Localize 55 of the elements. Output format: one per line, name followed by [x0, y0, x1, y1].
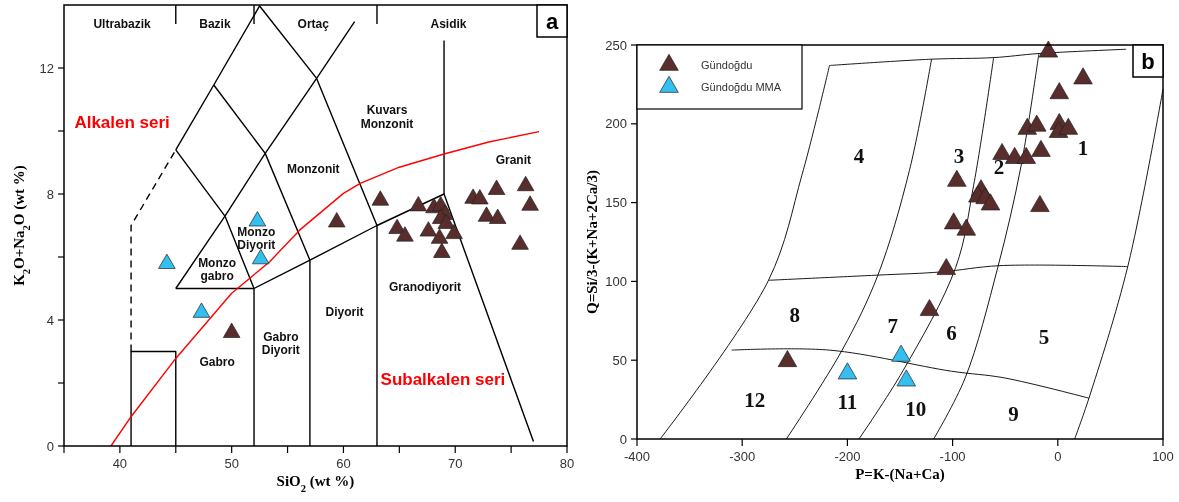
y-tick-label: 100 [605, 273, 627, 289]
y-tick-label: 0 [46, 438, 54, 454]
annotation: Gabro [199, 354, 235, 369]
x-tick-label: -300 [729, 449, 756, 464]
x-axis-title: P=K-(Na+Ca) [855, 466, 945, 483]
y-tick-label: 200 [605, 116, 627, 132]
annotation: Granodiyorit [389, 280, 462, 295]
annotation: 4 [853, 144, 865, 169]
y-axis-title: Q=Si/3-(K+Na+2Ca/3) [584, 170, 601, 314]
legend-label: Gündoğdu [701, 59, 753, 71]
x-tick-label: 80 [559, 456, 575, 471]
y-tick-label: 4 [46, 312, 54, 328]
x-tick-label: -400 [623, 449, 651, 464]
annotation: Diyorit [325, 305, 364, 320]
annotation: 10 [905, 397, 927, 422]
x-tick-label: 40 [112, 456, 128, 471]
annotation: Monzo Diyorit [237, 224, 276, 252]
x-tick-label: -100 [939, 449, 966, 464]
y-tick-label: 250 [605, 37, 627, 53]
x-tick-label: -200 [834, 449, 861, 464]
legend-label: Gündoğdu MMA [701, 81, 782, 93]
annotation: Bazik [199, 17, 231, 32]
y-tick-label: 150 [605, 195, 627, 211]
annotation: Monzonit [286, 162, 340, 176]
y-tick-label: 0 [619, 431, 627, 447]
annotation: Gabro Diyorit [261, 329, 300, 358]
annotation: Subalkalen seri [380, 369, 506, 389]
annotation: Monzo gabro [198, 256, 237, 284]
annotation: 8 [789, 302, 801, 327]
annotation: Asidik [430, 17, 467, 32]
annotation: Ortaç [297, 17, 330, 32]
annotation: 1 [1077, 135, 1089, 160]
annotation: Kuvars Monzonit [360, 103, 414, 131]
chart-title: a [545, 9, 559, 34]
annotation: 12 [744, 388, 766, 413]
annotation: 11 [837, 389, 858, 414]
chart-title: b [1141, 49, 1155, 74]
x-axis-title: SiO$_{2}$ (wt %) [276, 473, 355, 494]
y-tick-label: 50 [612, 352, 627, 368]
annotation: 6 [946, 320, 957, 345]
annotation: Ultrabazik [93, 17, 152, 32]
annotation: 3 [953, 143, 965, 168]
annotation: 9 [1008, 402, 1019, 427]
annotation: 5 [1038, 324, 1050, 349]
x-tick-label: 0 [1054, 449, 1062, 464]
x-tick-label: 50 [224, 456, 239, 471]
annotation: 2 [993, 154, 1005, 179]
y-tick-label: 8 [46, 186, 54, 202]
annotation: Alkalen seri [74, 112, 170, 132]
x-tick-label: 100 [1152, 449, 1174, 464]
annotation: Granit [495, 152, 532, 167]
x-tick-label: 60 [336, 456, 351, 471]
x-tick-label: 70 [447, 456, 463, 471]
y-tick-label: 12 [39, 60, 54, 76]
annotation: 7 [887, 313, 898, 338]
